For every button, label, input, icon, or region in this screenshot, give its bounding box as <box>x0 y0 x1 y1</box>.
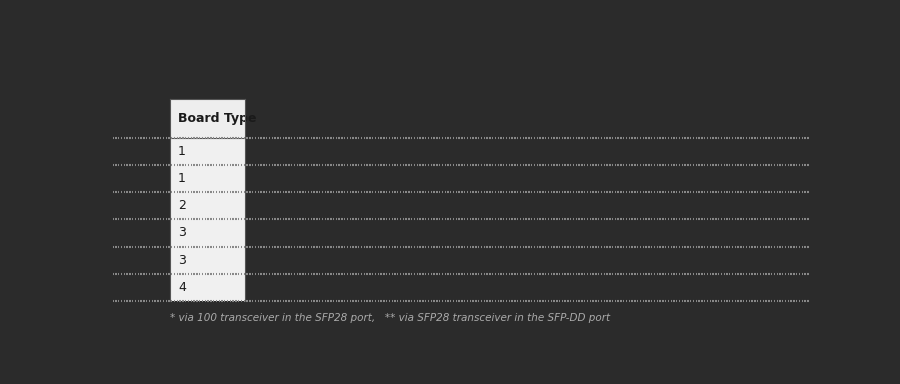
Bar <box>170 99 245 138</box>
Text: 3: 3 <box>178 227 186 240</box>
Bar <box>170 247 245 274</box>
Bar <box>170 165 245 192</box>
Text: * via 100 transceiver in the SFP28 port,   ** via SFP28 transceiver in the SFP-D: * via 100 transceiver in the SFP28 port,… <box>170 313 610 323</box>
Text: Board Type: Board Type <box>178 112 256 125</box>
Bar <box>170 274 245 301</box>
Bar <box>170 192 245 219</box>
Text: 1: 1 <box>178 172 186 185</box>
Bar <box>170 219 245 247</box>
Bar <box>170 138 245 165</box>
Text: 2: 2 <box>178 199 186 212</box>
Text: 3: 3 <box>178 254 186 266</box>
Text: 1: 1 <box>178 145 186 158</box>
Text: 4: 4 <box>178 281 186 294</box>
